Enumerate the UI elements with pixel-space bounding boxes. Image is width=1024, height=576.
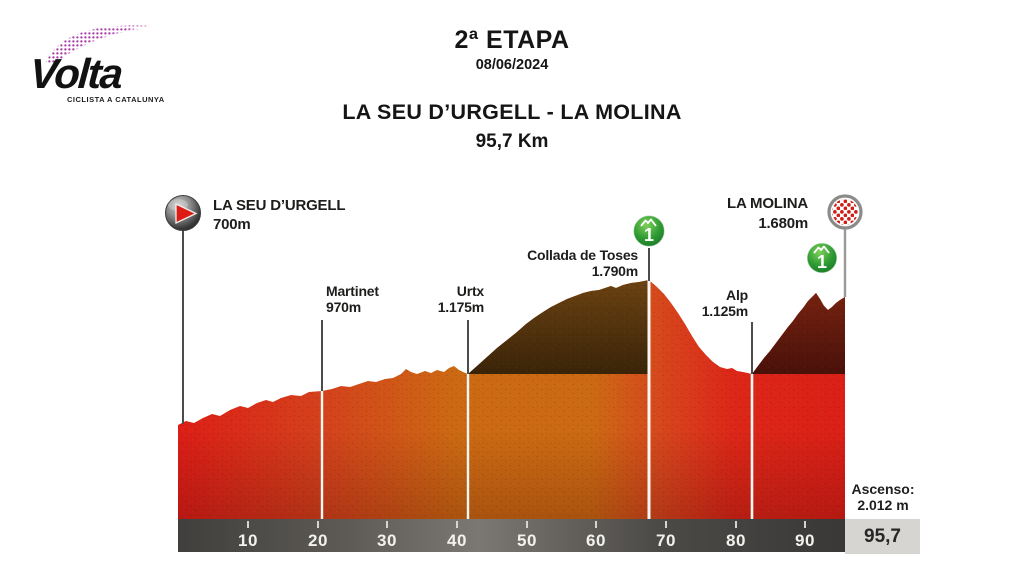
axis-label-30: 30 [377, 531, 397, 550]
axis-label-40: 40 [447, 531, 467, 550]
axis-label-90: 90 [795, 531, 815, 550]
waypoint-alp-alt: 1.125m [701, 303, 748, 319]
total-distance-box: 95,7 [845, 519, 920, 554]
waypoint-urtx-name: Urtx [456, 283, 484, 299]
axis-label-60: 60 [586, 531, 606, 550]
finish-altitude: 1.680m [758, 215, 808, 232]
ascent-value: 2.012 m [857, 497, 909, 513]
start-altitude: 700m [213, 216, 251, 233]
stage-distance: 95,7 Km [475, 131, 549, 152]
axis-label-50: 50 [517, 531, 537, 550]
waypoint-urtx-alt: 1.175m [437, 299, 484, 315]
axis-label-80: 80 [726, 531, 746, 550]
stage-number: 2ª ETAPA [454, 26, 570, 54]
logo-subtitle: CICLISTA A CATALUNYA [67, 95, 165, 104]
start-icon [165, 195, 201, 231]
waypoint-lines-inner [320, 280, 754, 519]
ascent-label: Ascenso: [851, 481, 915, 497]
cat1-badge-molina: 1 [806, 242, 838, 274]
waypoint-martinet-name: Martinet [326, 283, 379, 299]
cat1-badge-toses: 1 [632, 214, 666, 248]
mountain-icon [813, 245, 830, 254]
waypoint-toses-name: Collada de Toses [527, 247, 638, 263]
waypoint-martinet-alt: 970m [326, 299, 362, 315]
start-name: LA SEU D’URGELL [213, 197, 346, 214]
cat1-badge-molina-label: 1 [817, 252, 827, 272]
stage-date: 08/06/2024 [475, 57, 549, 73]
cat1-badge-toses-label: 1 [644, 225, 654, 245]
axis-tick-marks [247, 521, 806, 528]
mountain-icon [640, 218, 657, 227]
waypoint-toses-alt: 1.790m [591, 263, 638, 279]
axis-label-20: 20 [308, 531, 328, 550]
finish-name: LA MOLINA [727, 195, 808, 212]
distance-axis-bar [178, 519, 845, 552]
waypoint-lines-outer [182, 231, 753, 424]
waypoint-alp-name: Alp [726, 287, 748, 303]
axis-label-10: 10 [238, 531, 258, 550]
logo-swoosh-icon-echo [52, 29, 140, 58]
axis-label-70: 70 [656, 531, 676, 550]
finish-icon [827, 194, 863, 230]
stage-route: LA SEU D’URGELL - LA MOLINA [342, 100, 682, 124]
